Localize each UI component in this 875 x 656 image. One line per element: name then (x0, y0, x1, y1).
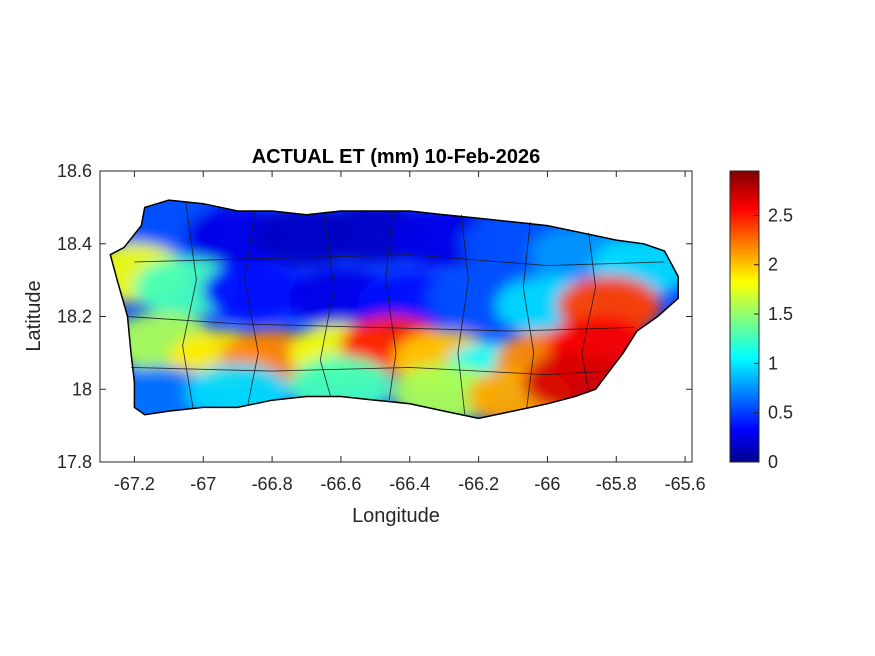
colorbar-tick-label: 1 (768, 353, 778, 373)
x-tick-label: -66.8 (252, 474, 293, 494)
municipal-border-2 (319, 214, 335, 397)
municipal-border-1 (244, 210, 259, 404)
y-tick-label: 18 (72, 379, 92, 399)
x-tick-label: -65.8 (596, 474, 637, 494)
y-axis-label: Latitude (23, 280, 45, 351)
x-axis-ticks: -67.2 -67 -66.8 -66.6 -66.4 -66.2 -66 -65.8 -65.… (114, 171, 706, 494)
y-tick-label: 18.6 (57, 161, 92, 181)
municipal-border-7 (127, 316, 634, 332)
colorbar-tick-label: 2.5 (768, 205, 793, 225)
island-outline (109, 199, 679, 420)
municipal-border-4 (457, 214, 469, 415)
municipal-border-8 (134, 254, 665, 267)
x-tick-label: -66.2 (458, 474, 499, 494)
colorbar-tick-label: 0.5 (768, 403, 793, 423)
x-tick-label: -65.6 (665, 474, 706, 494)
x-tick-label: -66.6 (320, 474, 361, 494)
municipal-borders (127, 203, 665, 415)
municipal-border-3 (385, 210, 397, 401)
y-tick-label: 18.4 (57, 234, 92, 254)
municipal-border-9 (130, 366, 610, 376)
y-axis-ticks: 17.8 18 18.2 18.4 18.6 (57, 161, 692, 472)
y-tick-label: 18.2 (57, 307, 92, 327)
et-zone-10 (202, 261, 307, 321)
x-tick-label: -67 (190, 474, 216, 494)
map-title: ACTUAL ET (mm) 10-Feb-2026 (252, 146, 541, 168)
x-tick-label: -67.2 (114, 474, 155, 494)
x-axis-label: Longitude (352, 505, 440, 527)
x-tick-label: -66 (534, 474, 560, 494)
colorbar-tick-label: 1.5 (768, 304, 793, 324)
colorbar-ticks: 0 0.5 1 1.5 2 2.5 (754, 205, 793, 472)
colorbar (729, 170, 760, 463)
colorbar-tick-label: 0 (768, 452, 778, 472)
municipal-border-0 (182, 203, 197, 408)
et-heat-layer (110, 200, 679, 419)
y-tick-label: 17.8 (57, 452, 92, 472)
municipal-border-5 (522, 221, 535, 408)
x-tick-label: -66.4 (389, 474, 430, 494)
colorbar-tick-label: 2 (768, 255, 778, 275)
